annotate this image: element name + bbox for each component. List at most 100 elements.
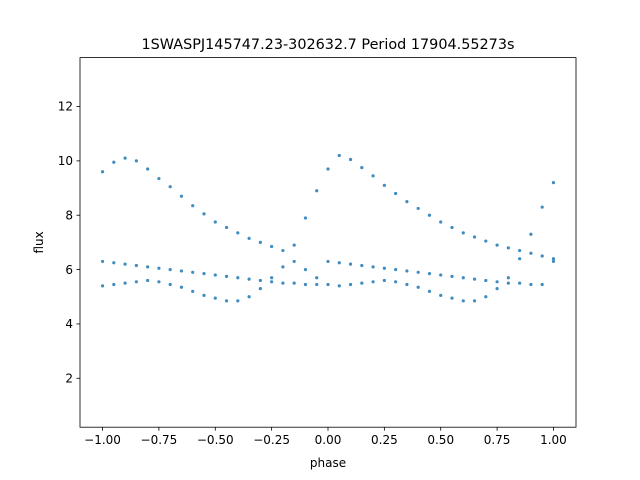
data-point — [146, 278, 150, 283]
data-point — [179, 269, 184, 273]
data-point — [529, 232, 533, 236]
data-point — [450, 225, 454, 230]
data-point — [157, 266, 161, 270]
y-tick-label: 8 — [65, 208, 73, 222]
data-point — [303, 282, 308, 287]
data-point — [416, 206, 420, 211]
data-point — [134, 159, 138, 163]
data-point — [427, 213, 432, 217]
data-point — [382, 278, 386, 283]
data-point — [518, 248, 522, 253]
x-tick-label: −0.50 — [197, 433, 234, 447]
data-point — [191, 204, 195, 208]
data-point — [461, 276, 465, 280]
data-point — [337, 284, 341, 288]
data-point — [439, 220, 443, 224]
data-point — [529, 251, 533, 255]
x-tick-label: 0.50 — [427, 433, 454, 447]
data-point — [224, 299, 229, 303]
data-point — [472, 235, 477, 239]
data-point — [112, 160, 116, 164]
data-point — [303, 267, 308, 272]
x-tick-label: 1.00 — [540, 433, 567, 447]
data-point — [529, 282, 533, 287]
data-point — [157, 280, 161, 284]
data-point — [213, 273, 217, 277]
data-point — [100, 259, 105, 264]
data-point — [123, 156, 127, 160]
data-point — [258, 278, 262, 283]
data-point — [191, 270, 195, 274]
data-point — [484, 239, 488, 243]
data-point — [292, 281, 296, 285]
data-points — [100, 153, 556, 303]
data-point — [236, 276, 240, 280]
data-point — [495, 243, 499, 247]
data-point — [236, 231, 240, 235]
data-point — [213, 296, 217, 300]
data-point — [360, 263, 364, 268]
data-point — [202, 272, 206, 276]
data-point — [461, 231, 465, 235]
data-point — [224, 274, 229, 278]
data-point — [270, 280, 274, 284]
data-point — [337, 261, 341, 265]
y-tick-label: 12 — [58, 100, 73, 114]
data-point — [360, 281, 364, 285]
data-point — [495, 280, 499, 284]
y-axis-ticks: 2 4 6 8 10 12 — [58, 100, 80, 385]
data-point — [270, 244, 274, 249]
data-point — [202, 293, 206, 297]
data-point — [326, 167, 330, 171]
data-point — [134, 263, 138, 268]
data-point — [281, 281, 285, 285]
data-point — [292, 259, 296, 264]
data-point — [100, 170, 105, 174]
data-point — [168, 267, 172, 272]
data-point — [315, 282, 319, 287]
y-tick-label: 10 — [58, 154, 73, 168]
data-point — [551, 257, 556, 261]
x-tick-label: −0.75 — [141, 433, 178, 447]
data-point — [315, 276, 319, 280]
data-point — [382, 183, 386, 187]
data-point — [134, 280, 138, 284]
data-point — [348, 282, 353, 287]
x-axis-ticks: −1.00 −0.75 −0.50 −0.25 0.00 0.25 0.50 0.75 1.00 — [84, 427, 567, 447]
data-point — [495, 287, 499, 291]
x-tick-label: −0.25 — [253, 433, 290, 447]
data-point — [146, 265, 150, 269]
data-point — [179, 285, 184, 289]
data-point — [157, 176, 161, 181]
data-point — [281, 265, 285, 269]
data-point — [292, 243, 296, 247]
data-point — [146, 167, 150, 171]
data-point — [168, 282, 172, 287]
data-point — [394, 191, 398, 196]
data-point — [112, 282, 116, 287]
data-point — [416, 285, 420, 289]
data-point — [247, 295, 251, 299]
data-point — [506, 276, 510, 280]
data-point — [405, 200, 409, 204]
data-point — [394, 267, 398, 272]
x-axis-label: phase — [310, 456, 346, 470]
data-point — [518, 281, 522, 285]
data-point — [371, 280, 375, 284]
data-point — [427, 289, 432, 293]
data-point — [303, 216, 308, 220]
data-point — [270, 276, 274, 280]
data-point — [258, 240, 262, 244]
data-point — [112, 261, 116, 265]
data-point — [100, 284, 105, 288]
data-point — [247, 236, 251, 240]
data-point — [484, 278, 488, 283]
y-tick-label: 4 — [65, 317, 73, 331]
data-point — [427, 272, 432, 276]
data-point — [348, 262, 353, 266]
data-point — [326, 282, 330, 287]
data-point — [405, 282, 409, 287]
data-point — [416, 270, 420, 274]
data-point — [472, 277, 477, 281]
